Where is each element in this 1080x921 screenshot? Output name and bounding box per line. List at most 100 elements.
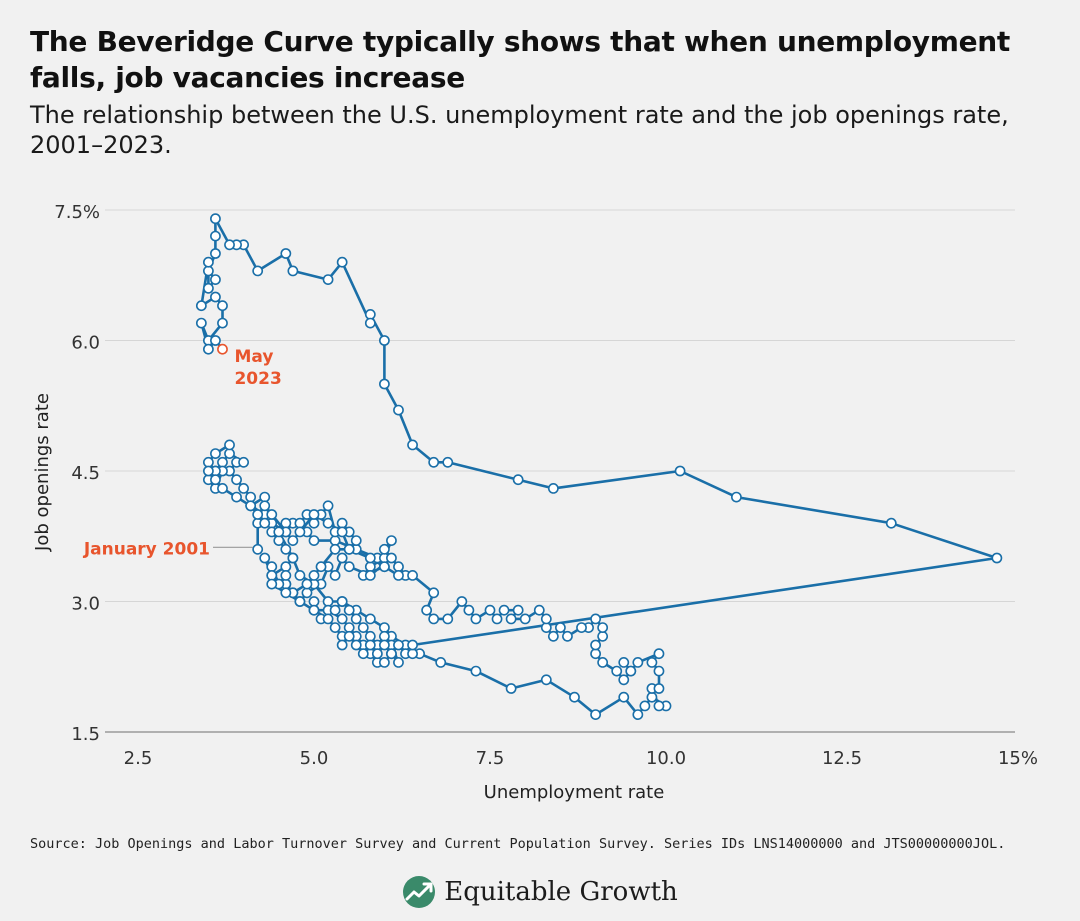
data-point [195,317,207,329]
data-point [252,509,264,520]
data-point [364,552,376,564]
data-point [280,587,292,599]
data-point [590,648,601,660]
data-point [364,570,376,581]
data-point [407,570,418,581]
data-point [393,657,404,668]
data-point [590,709,601,720]
data-point [210,335,221,346]
data-point [266,561,278,573]
x-tick-label: 15% [998,748,1038,769]
data-point [238,456,249,468]
data-point [512,474,524,486]
data-point [195,300,207,312]
data-point [294,517,306,529]
data-point [378,622,390,633]
data-point [618,691,630,703]
data-point [336,639,348,651]
y-tick-label: 4.5 [71,463,100,484]
data-point [407,648,418,660]
data-point [259,500,271,512]
data-point [731,491,742,503]
growth-logo-icon [403,876,436,908]
data-point [428,456,440,468]
data-point [273,526,285,538]
data-point [512,604,524,616]
chart-subtitle: The relationship between the U.S. unempl… [30,101,1009,159]
data-point [287,265,299,277]
data-point [259,491,271,503]
data-point [646,691,658,703]
data-point [202,456,214,468]
data-point [266,570,278,581]
data-point [371,648,383,660]
data-point [597,622,609,633]
data-point [294,526,306,538]
data-point [231,474,242,486]
data-point [273,535,285,546]
data-point [287,535,299,546]
x-tick-label: 7.5 [476,748,505,769]
data-point [519,613,531,625]
data-point [202,343,214,355]
data-point [238,482,249,494]
data-point [336,613,348,625]
data-point [280,517,292,529]
data-point [393,639,404,651]
data-point [470,613,482,625]
data-point [547,482,559,494]
data-point [210,291,221,303]
data-point [540,674,552,686]
data-point [364,613,376,625]
data-point [308,604,320,616]
data-point [885,517,897,529]
data-point [210,474,221,486]
data-point [259,552,271,564]
data-point [336,256,348,268]
data-point [350,613,362,625]
data-point [224,439,235,451]
data-point [357,622,369,633]
data-point [364,630,376,642]
data-point [428,613,440,625]
data-point [217,300,228,312]
data-point [393,561,404,573]
data-point [378,657,390,668]
data-point [350,639,362,651]
data-point [231,491,242,503]
data-point [533,604,545,616]
data-point [491,613,503,625]
brand-logo: Equitable Growth [0,874,1080,910]
data-point [653,665,665,677]
data-point [308,570,320,581]
data-point [547,630,559,642]
data-point [308,596,320,607]
data-point [266,578,278,590]
annotation-jan-2001: January 2001 [83,539,210,559]
data-point [343,630,355,642]
data-point [498,604,510,616]
data-point [210,448,221,459]
data-point [632,657,644,668]
data-point [632,709,644,720]
y-tick-label: 3.0 [71,594,100,615]
annotation-may-2023: May 2023 [234,347,281,389]
data-point [202,256,214,268]
data-point [336,596,348,607]
data-point [378,543,390,555]
data-point [484,604,496,616]
source-note: Source: Job Openings and Labor Turnover … [30,836,1006,852]
data-point [343,543,355,555]
data-point [442,456,454,468]
data-point [456,596,468,607]
data-point [991,552,1003,564]
data-point [350,535,362,546]
data-point [322,500,334,512]
data-point [224,448,235,459]
data-point [540,613,552,625]
data-point [336,517,348,529]
x-axis-label: Unemployment rate [484,782,665,803]
data-point [245,491,257,503]
y-tick-label: 7.5% [54,202,100,223]
data-point [329,622,341,633]
